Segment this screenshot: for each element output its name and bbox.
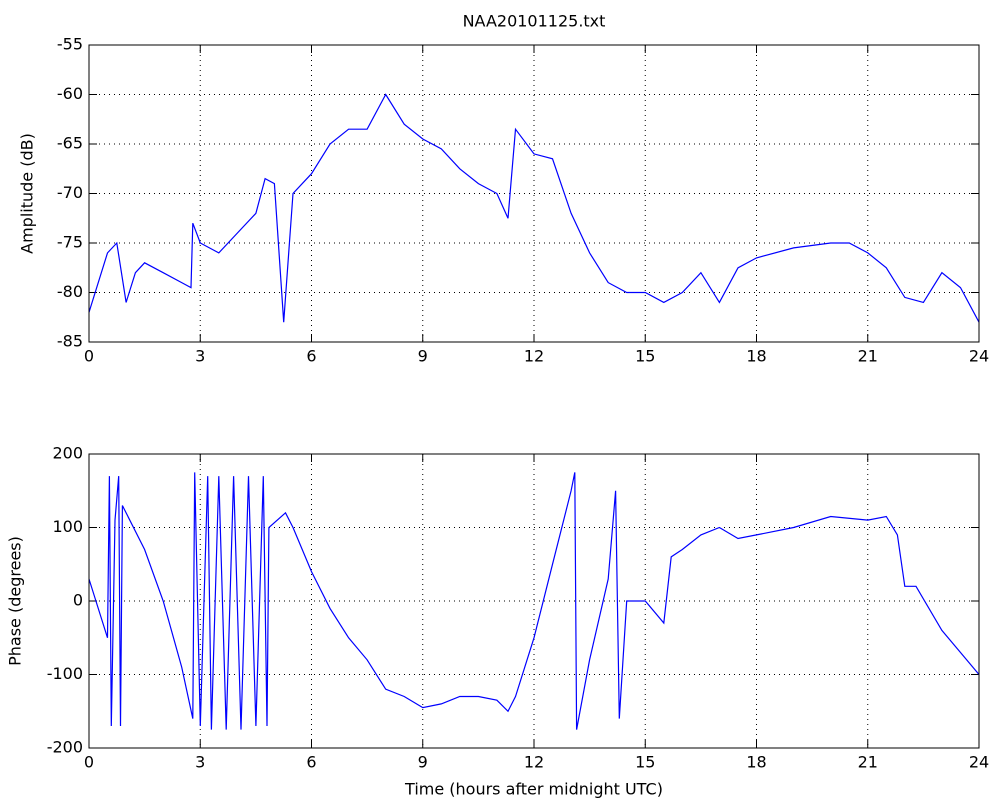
x-tick-label: 12: [524, 347, 544, 366]
data-line: [88, 93, 980, 323]
x-tick-label: 6: [306, 753, 316, 772]
y-tick-label: -55: [57, 35, 83, 54]
y-tick-label: 100: [52, 517, 83, 536]
x-tick-label: 3: [195, 347, 205, 366]
y-axis-label: Phase (degrees): [6, 536, 25, 666]
y-tick-label: -100: [47, 664, 83, 683]
x-tick-label: 21: [858, 753, 878, 772]
y-tick-label: 0: [73, 591, 83, 610]
data-line: [88, 472, 980, 730]
x-tick-label: 24: [969, 347, 989, 366]
x-tick-label: 18: [746, 347, 766, 366]
axes-box: [88, 453, 980, 749]
chart-title: NAA20101125.txt: [463, 12, 606, 31]
y-axis-label: Amplitude (dB): [18, 133, 37, 254]
x-tick-label: 0: [84, 753, 94, 772]
x-tick-label: 21: [858, 347, 878, 366]
y-tick-label: -60: [57, 84, 83, 103]
x-axis-label: Time (hours after midnight UTC): [404, 780, 663, 799]
x-tick-label: 3: [195, 753, 205, 772]
x-tick-label: 6: [306, 347, 316, 366]
x-tick-label: 18: [746, 753, 766, 772]
y-tick-label: -200: [47, 738, 83, 757]
axes-box: [88, 44, 980, 343]
y-tick-label: -75: [57, 233, 83, 252]
y-tick-label: 200: [52, 444, 83, 463]
y-tick-label: -70: [57, 183, 83, 202]
y-tick-label: -80: [57, 282, 83, 301]
x-tick-label: 15: [635, 347, 655, 366]
x-tick-label: 15: [635, 753, 655, 772]
x-tick-label: 12: [524, 753, 544, 772]
x-tick-label: 9: [418, 347, 428, 366]
y-tick-label: -65: [57, 134, 83, 153]
x-tick-label: 9: [418, 753, 428, 772]
y-tick-label: -85: [57, 332, 83, 351]
x-tick-label: 0: [84, 347, 94, 366]
x-tick-label: 24: [969, 753, 989, 772]
